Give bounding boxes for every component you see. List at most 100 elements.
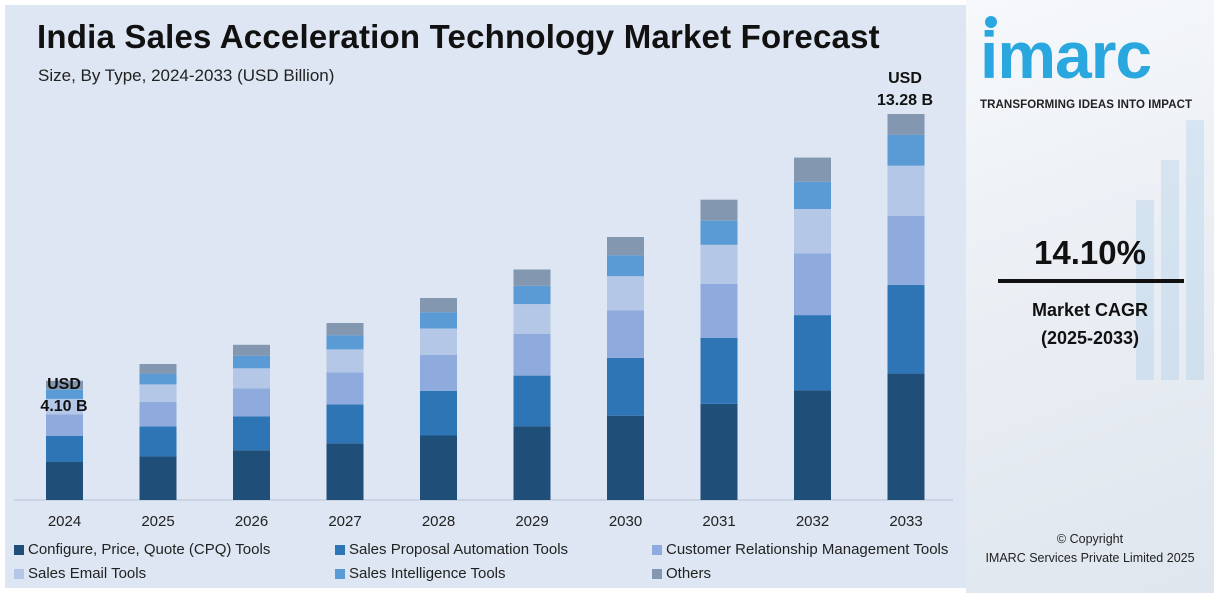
- x-tick-label: 2028: [422, 513, 455, 530]
- bar-segment-2028-series-2: [420, 391, 457, 436]
- imarc-logo: imarc: [980, 18, 1152, 92]
- bar-segment-2031-series-6: [700, 199, 738, 221]
- logo-dot-icon: [985, 16, 997, 28]
- brand-panel: imarc TRANSFORMING IDEAS INTO IMPACT 14.…: [966, 0, 1214, 593]
- stacked-bar-chart: 2024 2025 2026 2027 2028 2029 2030 2031 2032 2033: [14, 114, 953, 530]
- bar-segment-2029-series-4: [513, 304, 551, 334]
- bar-segment-2026-series-6: [233, 344, 270, 356]
- chart-legend: Configure, Price, Quote (CPQ) Tools Sales…: [0, 538, 966, 588]
- x-tick-labels: 2024 2025 2026 2027 2028 2029 2030 2031 2032 2033: [48, 513, 923, 530]
- legend-item: Others: [652, 565, 711, 582]
- legend-item: Customer Relationship Management Tools: [652, 541, 948, 558]
- bar-segment-2032-series-2: [794, 315, 831, 391]
- x-tick-label: 2024: [48, 513, 81, 530]
- start-callout-currency: USD: [47, 376, 81, 393]
- legend-item: Sales Proposal Automation Tools: [335, 541, 568, 558]
- bar-segment-2025-series-1: [139, 456, 177, 500]
- cagr-divider: [998, 279, 1184, 283]
- cagr-label: Market CAGR (2025-2033): [966, 296, 1214, 352]
- bar-segment-2024-series-3: [46, 414, 83, 436]
- legend-label: Customer Relationship Management Tools: [666, 541, 949, 558]
- bar-segment-2027-series-3: [326, 372, 364, 405]
- bar-segment-2024-series-5: [46, 389, 83, 399]
- bar-segment-2032-series-5: [794, 181, 831, 209]
- legend-label: Sales Intelligence Tools: [349, 565, 506, 582]
- legend-label: Sales Email Tools: [28, 565, 147, 582]
- end-callout-value: 13.28 B: [876, 92, 934, 109]
- bar-segment-2025-series-3: [139, 402, 177, 427]
- bar-segment-2030-series-6: [607, 237, 644, 256]
- legend-swatch: [652, 544, 662, 555]
- bar-segment-2030-series-1: [607, 415, 644, 500]
- bar-segment-2029-series-6: [513, 269, 551, 286]
- bar-segment-2029-series-3: [513, 334, 551, 376]
- legend-label: Configure, Price, Quote (CPQ) Tools: [28, 541, 271, 558]
- bar-segment-2033-series-2: [887, 284, 925, 374]
- legend-swatch: [14, 568, 24, 579]
- bar-segment-2026-series-4: [233, 368, 270, 389]
- start-value-callout: USD 4.10 B: [36, 374, 92, 418]
- legend-label: Sales Proposal Automation Tools: [349, 541, 569, 558]
- legend-swatch: [14, 544, 24, 555]
- decorative-chart-bar: [1161, 160, 1179, 380]
- x-tick-label: 2031: [702, 513, 735, 530]
- x-tick-label: 2030: [609, 513, 642, 530]
- bar-segment-2026-series-3: [233, 388, 270, 417]
- bar-segment-2025-series-4: [139, 384, 177, 402]
- chart-title: India Sales Acceleration Technology Mark…: [37, 18, 880, 55]
- bar-segment-2029-series-1: [513, 426, 551, 500]
- bar-segment-2028-series-6: [420, 298, 457, 313]
- bar-segment-2030-series-4: [607, 276, 644, 311]
- legend-item: Sales Intelligence Tools: [335, 565, 506, 582]
- bar-segment-2024-series-4: [46, 398, 83, 415]
- legend-swatch: [335, 544, 345, 555]
- bar-segment-2033-series-5: [887, 134, 925, 166]
- legend-swatch: [335, 568, 345, 579]
- bars-group: [46, 114, 925, 500]
- bar-segment-2024-series-1: [46, 461, 83, 500]
- x-tick-label: 2029: [515, 513, 548, 530]
- bar-segment-2025-series-2: [139, 426, 177, 457]
- decorative-chart-bar: [1186, 120, 1204, 380]
- bar-segment-2030-series-2: [607, 357, 644, 416]
- legend-item: Configure, Price, Quote (CPQ) Tools: [14, 541, 270, 558]
- bar-segment-2031-series-1: [700, 403, 738, 500]
- chart-subtitle: Size, By Type, 2024-2033 (USD Billion): [38, 66, 335, 85]
- x-tick-label: 2027: [328, 513, 361, 530]
- end-callout-currency: USD: [888, 70, 922, 87]
- bar-segment-2031-series-4: [700, 244, 738, 284]
- bar-segment-2032-series-4: [794, 209, 831, 254]
- bar-segment-2033-series-6: [887, 114, 925, 135]
- brand-tagline: TRANSFORMING IDEAS INTO IMPACT: [980, 99, 1193, 111]
- copyright-line2: IMARC Services Private Limited 2025: [985, 551, 1195, 565]
- bar-segment-2025-series-6: [139, 364, 177, 374]
- copyright-line1: © Copyright: [1056, 532, 1124, 546]
- x-tick-label: 2025: [141, 513, 174, 530]
- cagr-value: 14.10%: [1034, 234, 1146, 271]
- bar-segment-2027-series-1: [326, 443, 364, 500]
- bar-segment-2029-series-2: [513, 375, 551, 427]
- bar-segment-2028-series-5: [420, 312, 457, 329]
- bar-segment-2033-series-1: [887, 373, 925, 500]
- bar-segment-2026-series-5: [233, 355, 270, 369]
- bar-segment-2027-series-5: [326, 335, 364, 350]
- bar-segment-2028-series-3: [420, 354, 457, 391]
- bar-segment-2032-series-1: [794, 390, 831, 500]
- bar-segment-2032-series-6: [794, 157, 831, 182]
- bar-segment-2025-series-5: [139, 373, 177, 385]
- bar-segment-2026-series-1: [233, 450, 270, 500]
- x-tick-label: 2033: [889, 513, 922, 530]
- bar-segment-2030-series-5: [607, 255, 644, 277]
- bar-segment-2028-series-4: [420, 328, 457, 355]
- copyright-notice: © Copyright IMARC Services Private Limit…: [966, 530, 1214, 568]
- legend-swatch: [652, 568, 662, 579]
- start-callout-value: 4.10 B: [40, 398, 88, 415]
- bar-segment-2027-series-2: [326, 404, 364, 444]
- bar-segment-2033-series-4: [887, 165, 925, 216]
- cagr-label-line2: (2025-2033): [1040, 328, 1140, 348]
- bar-segment-2024-series-6: [46, 380, 83, 390]
- bar-segment-2027-series-6: [326, 323, 364, 336]
- bar-segment-2026-series-2: [233, 416, 270, 451]
- bar-segment-2033-series-3: [887, 215, 925, 285]
- cagr-label-line1: Market CAGR: [1031, 300, 1149, 320]
